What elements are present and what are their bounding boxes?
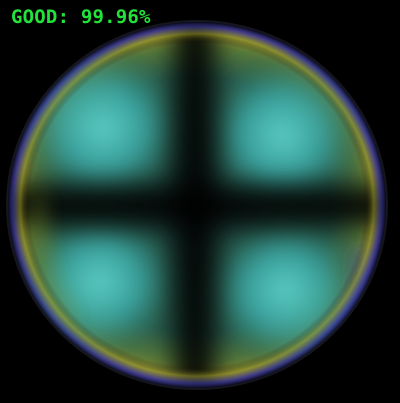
status-text: GOOD [11, 6, 58, 28]
confidence-value: 99.96% [80, 6, 151, 28]
classification-label: GOOD: 99.96% [11, 6, 151, 28]
label-separator: : [57, 6, 81, 28]
